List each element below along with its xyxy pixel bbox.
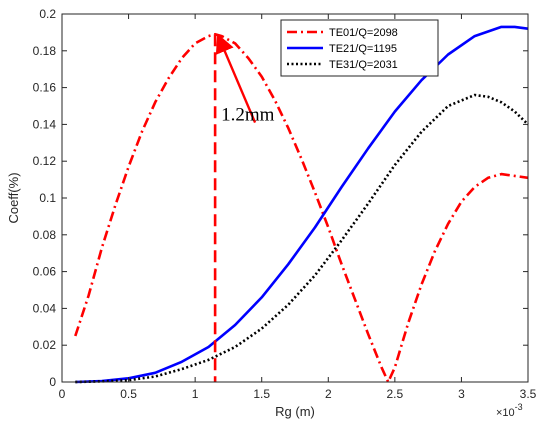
- y-tick-label: 0.1: [39, 191, 56, 205]
- y-axis-label: Coeff(%): [6, 172, 21, 223]
- series-line-1: [74, 32, 529, 384]
- x-axis-multiplier: ×10-3: [496, 402, 523, 419]
- legend-entry: TE21/Q=1195: [329, 43, 397, 55]
- annotation-label: 1.2mm: [221, 105, 275, 126]
- x-tick-label: 0.5: [120, 387, 137, 401]
- x-tick-label: 3.5: [520, 387, 537, 401]
- series-layer: [74, 25, 529, 384]
- y-tick-label: 0: [49, 375, 56, 389]
- series-line-2: [75, 25, 529, 384]
- x-axis-label: Rg (m): [275, 404, 315, 419]
- y-tick-label: 0.06: [33, 265, 57, 279]
- annotation-layer: 1.2mm: [213, 33, 275, 382]
- y-tick-label: 0.14: [33, 117, 57, 131]
- x-axis-multiplier-exponent: -3: [515, 402, 523, 412]
- annotation-arrow: [215, 33, 257, 124]
- y-tick-label: 0.08: [33, 228, 57, 242]
- legend-entry: TE01/Q=2098: [329, 27, 398, 39]
- y-tick-label: 0.16: [33, 81, 57, 95]
- y-tick-label: 0.2: [39, 7, 56, 21]
- y-tick-label: 0.12: [33, 154, 57, 168]
- x-tick-label: 1.5: [253, 387, 270, 401]
- x-tick-label: 1: [192, 387, 199, 401]
- x-tick-label: 3: [458, 387, 465, 401]
- y-tick-label: 0.02: [33, 338, 57, 352]
- legend: TE01/Q=2098 TE21/Q=1195 TE31/Q=2031: [280, 19, 439, 77]
- legend-entry: TE31/Q=2031: [329, 59, 398, 71]
- y-tick-label: 0.18: [33, 44, 57, 58]
- x-tick-label: 0: [59, 387, 66, 401]
- x-tick-label: 2: [325, 387, 332, 401]
- axes-layer: 0 0.5 1 1.5 2 2.5 3 3.5 0 0.02 0.04 0.06 0.08 0.1 0.12…: [33, 7, 537, 401]
- y-tick-label: 0.04: [33, 301, 57, 315]
- x-axis-multiplier-base: ×10: [496, 407, 515, 419]
- x-tick-label: 2.5: [387, 387, 404, 401]
